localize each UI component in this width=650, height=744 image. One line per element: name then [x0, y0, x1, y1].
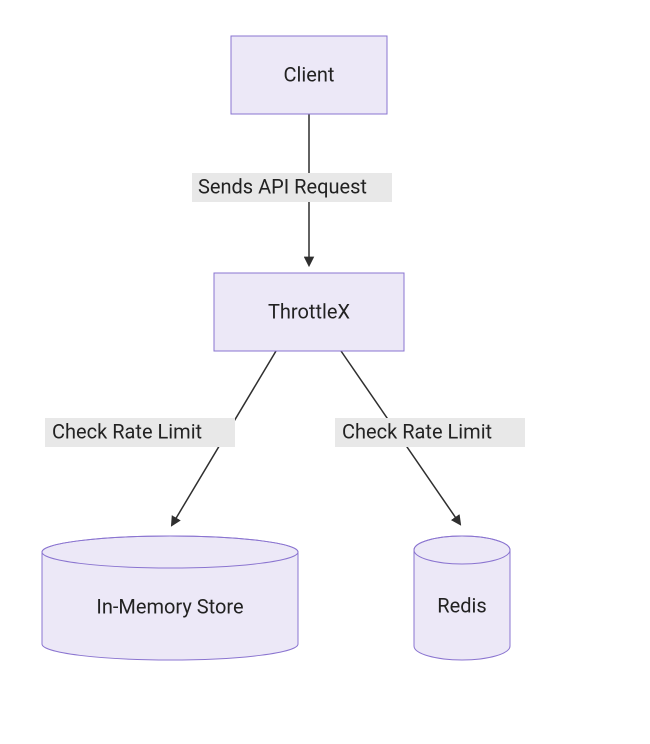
edge-label-1: Check Rate Limit	[45, 418, 235, 447]
node-memstore: In-Memory Store	[42, 536, 298, 660]
node-throttlex: ThrottleX	[214, 273, 404, 351]
edge-label-text-0: Sends API Request	[198, 174, 367, 198]
node-redis-label: Redis	[437, 593, 486, 617]
edge-label-text-2: Check Rate Limit	[342, 419, 492, 443]
node-throttlex-label: ThrottleX	[268, 299, 350, 323]
node-client: Client	[231, 36, 387, 114]
nodes-layer: Client ThrottleX In-Memory Store Redis	[42, 36, 510, 660]
node-client-label: Client	[284, 62, 335, 86]
node-redis: Redis	[414, 536, 510, 660]
edge-label-0: Sends API Request	[192, 173, 392, 202]
node-memstore-label: In-Memory Store	[96, 594, 243, 618]
edge-label-text-1: Check Rate Limit	[52, 419, 202, 443]
edge-label-2: Check Rate Limit	[335, 418, 525, 447]
